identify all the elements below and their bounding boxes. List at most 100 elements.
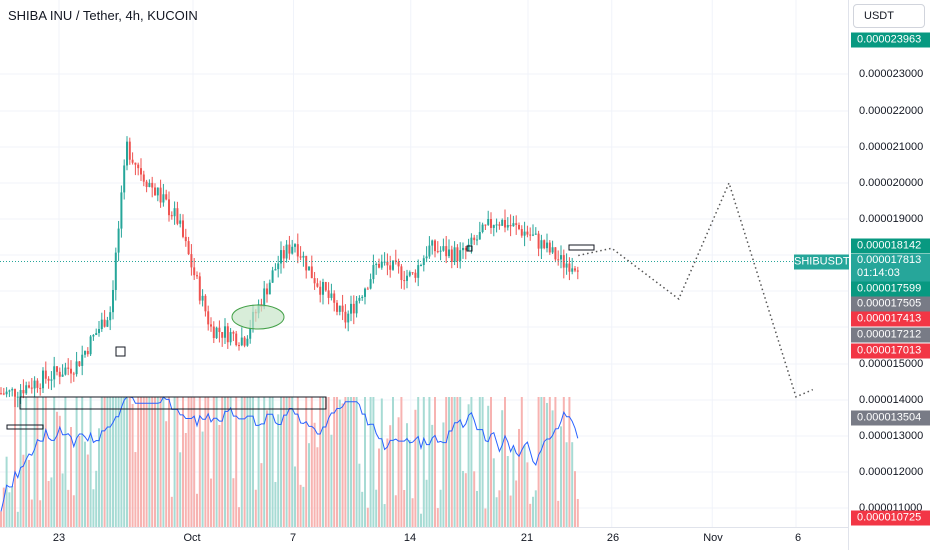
candle	[215, 327, 218, 339]
volume-bar	[131, 403, 134, 527]
candle	[268, 282, 271, 295]
volume-bar	[383, 504, 386, 527]
price-tick: 0.000020000	[859, 177, 924, 189]
candle	[358, 297, 361, 301]
candle	[366, 288, 369, 290]
rectangle-drawing-small[interactable]	[6, 424, 44, 430]
box-marker[interactable]	[115, 346, 126, 357]
symbol-tag: SHIBUSDT	[794, 254, 850, 270]
ellipse-highlight[interactable]	[231, 304, 285, 330]
currency-selector[interactable]: USDT	[853, 4, 925, 28]
time-tick: Nov	[703, 532, 723, 544]
candle	[210, 324, 212, 327]
volume-bar	[352, 397, 355, 527]
volume-bar	[490, 397, 492, 527]
candle	[473, 237, 476, 241]
volume-bar	[53, 397, 56, 527]
candle	[389, 265, 392, 270]
volume-bar	[445, 397, 448, 527]
volume-bar	[310, 397, 313, 527]
volume-bar	[229, 397, 232, 527]
volume-bar	[355, 397, 358, 527]
volume-bar	[285, 397, 288, 527]
volume-bar	[506, 456, 509, 527]
volume-bar	[198, 397, 201, 527]
candle	[464, 247, 467, 251]
volume-bar	[266, 410, 268, 527]
candle	[218, 327, 221, 333]
volume-bar	[184, 433, 187, 527]
volume-bar	[327, 397, 330, 527]
candle	[439, 250, 442, 252]
candle	[137, 164, 140, 169]
candle	[64, 367, 67, 375]
rectangle-drawing-current[interactable]	[568, 244, 595, 251]
candle	[58, 371, 61, 377]
candle	[515, 223, 518, 225]
candle	[327, 290, 330, 298]
drawings[interactable]	[0, 180, 848, 430]
candle	[411, 272, 414, 274]
candle	[459, 250, 462, 262]
volume-bar	[518, 428, 520, 527]
volume-bar	[137, 397, 140, 527]
rectangle-drawing[interactable]	[19, 396, 327, 410]
volume-bar	[257, 397, 260, 527]
candle	[16, 396, 19, 398]
price-tick: 0.000012000	[859, 466, 924, 478]
volume-bar	[168, 397, 170, 527]
candle	[523, 231, 526, 236]
volume-bar	[422, 397, 425, 527]
volume-bar	[142, 397, 145, 527]
candle	[288, 244, 291, 254]
volume-bar	[89, 397, 92, 527]
candle	[324, 282, 327, 291]
price-tag-high: 0.000023963	[851, 32, 930, 48]
candle	[372, 264, 375, 280]
candle	[333, 293, 336, 303]
volume-bar	[313, 422, 316, 527]
volume-bar	[540, 397, 543, 527]
volume-bar	[532, 496, 534, 527]
candle	[476, 239, 478, 241]
volume-bar	[476, 490, 478, 527]
volume-bar	[159, 397, 162, 527]
volume-bar	[336, 397, 338, 527]
candle	[204, 295, 207, 312]
volume-bar	[25, 397, 28, 527]
volume-bar	[375, 489, 378, 527]
candle	[212, 326, 215, 339]
candle	[184, 236, 187, 242]
volume-bar	[308, 443, 310, 527]
price-tag: 0.000017599	[851, 281, 930, 297]
candle	[44, 370, 47, 379]
candle	[120, 192, 123, 229]
candle	[532, 234, 534, 236]
candle	[182, 220, 184, 237]
volume-bar	[534, 490, 537, 527]
candle	[5, 391, 8, 395]
candle	[296, 244, 299, 257]
candle	[414, 272, 417, 278]
candle	[369, 279, 372, 289]
candle	[61, 374, 64, 377]
candle	[103, 319, 106, 327]
volume-bar	[179, 452, 182, 527]
candle	[383, 261, 386, 263]
candle	[386, 261, 389, 266]
candle	[554, 247, 557, 260]
box-marker-small[interactable]	[466, 245, 473, 252]
volume-bar	[495, 497, 498, 527]
candle	[562, 255, 565, 268]
candle	[140, 168, 142, 175]
volume-bar	[187, 397, 190, 527]
candle	[310, 266, 313, 279]
candle	[221, 332, 224, 338]
volume-bar	[100, 397, 103, 527]
volume-bar	[431, 424, 434, 527]
candle	[445, 246, 448, 257]
projection-path[interactable]	[578, 180, 814, 398]
candle	[378, 263, 380, 268]
candle	[504, 219, 506, 228]
